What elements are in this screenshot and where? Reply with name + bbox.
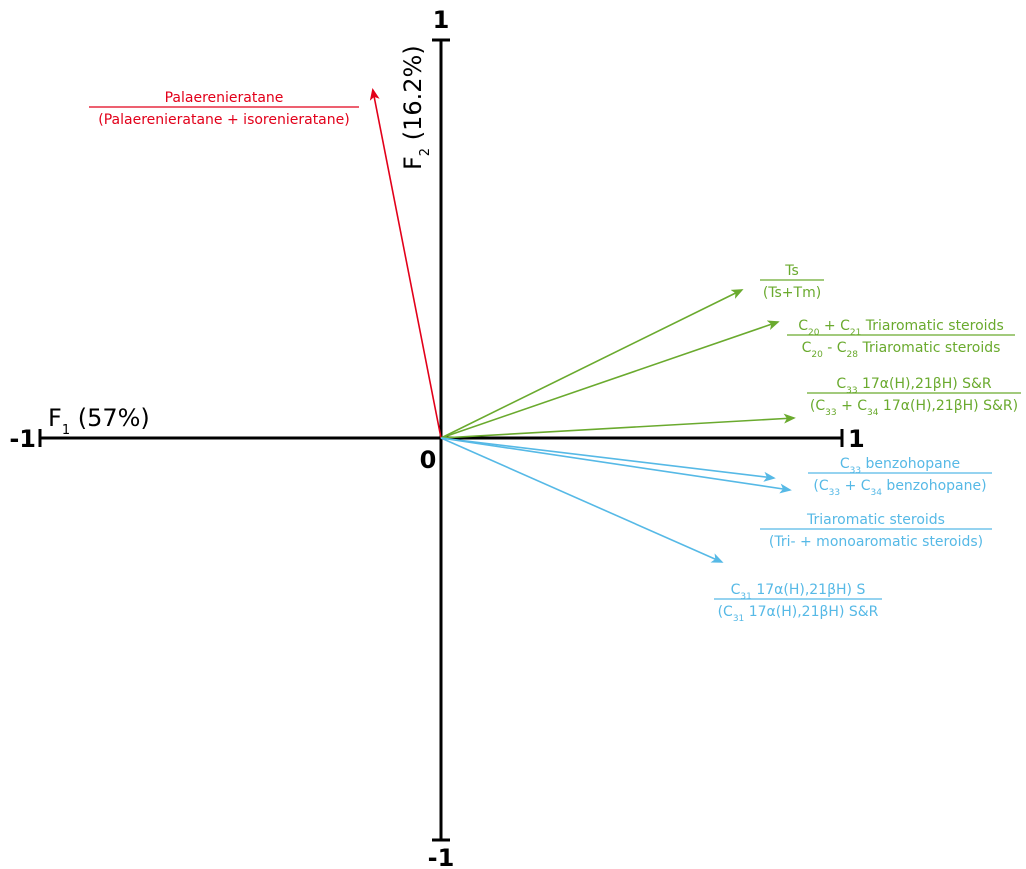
y-max-tick-label: 1 [433,6,450,34]
vector-c31hop [440,437,724,563]
vector-ts [440,289,744,439]
x-axis-title: F1 (57%) [48,404,150,438]
vector-label-ts: Ts (Ts+Tm) [760,263,824,301]
vector-label-c33hop: C33 17α(H),21βH) S&R(C33 + C34 17α(H),21… [807,376,1021,418]
vector-label-numerator: Ts [784,263,799,279]
vector-label-denominator: C20 - C28 Triaromatic steroids [802,340,1001,360]
vector-benzo_a [440,437,776,482]
vector-label-denominator: (Tri- + monoaromatic steroids) [769,534,983,550]
vector-label-benzo_a: C33 benzohopane(C33 + C34 benzohopane) [808,456,992,498]
vector-label-benzo_b: Triaromatic steroids (Tri- + monoaromatic… [760,512,992,550]
vector-label-numerator: C20 + C21 Triaromatic steroids [798,318,1004,338]
vector-label-numerator: C33 benzohopane [840,456,960,476]
vector-label-denominator: (C31 17α(H),21βH) S&R [718,604,879,624]
origin-label: 0 [420,446,437,474]
vector-label-numerator: Palaerenieratane [165,90,284,106]
vector-label-numerator: C31 17α(H),21βH) S [731,582,866,602]
vector-label-denominator: (Palaerenieratane + isorenieratane) [98,112,349,128]
vector-label-c31hop: C31 17α(H),21βH) S(C31 17α(H),21βH) S&R [714,582,882,624]
vector-label-denominator: (C33 + C34 17α(H),21βH) S&R) [810,398,1018,418]
vector-triarom [440,320,780,439]
vector-labels: Palaerenieratane (Palaerenieratane + isor… [89,90,1021,624]
vector-palaeren [369,88,442,439]
vector-label-numerator: Triaromatic steroids [806,512,945,528]
vector-benzo_b [440,437,792,494]
y-axis-title: F2 (16.2%) [399,45,433,170]
y-min-tick-label: -1 [428,844,455,869]
loading-vectors [369,88,796,563]
vector-label-palaeren: Palaerenieratane (Palaerenieratane + isor… [89,90,359,128]
vector-label-numerator: C33 17α(H),21βH) S&R [836,376,992,396]
vector-label-denominator: (Ts+Tm) [763,285,821,301]
vector-label-denominator: (C33 + C34 benzohopane) [813,478,986,498]
vector-c33hop [440,413,796,439]
x-max-tick-label: 1 [848,425,865,453]
x-min-tick-label: -1 [9,425,36,453]
